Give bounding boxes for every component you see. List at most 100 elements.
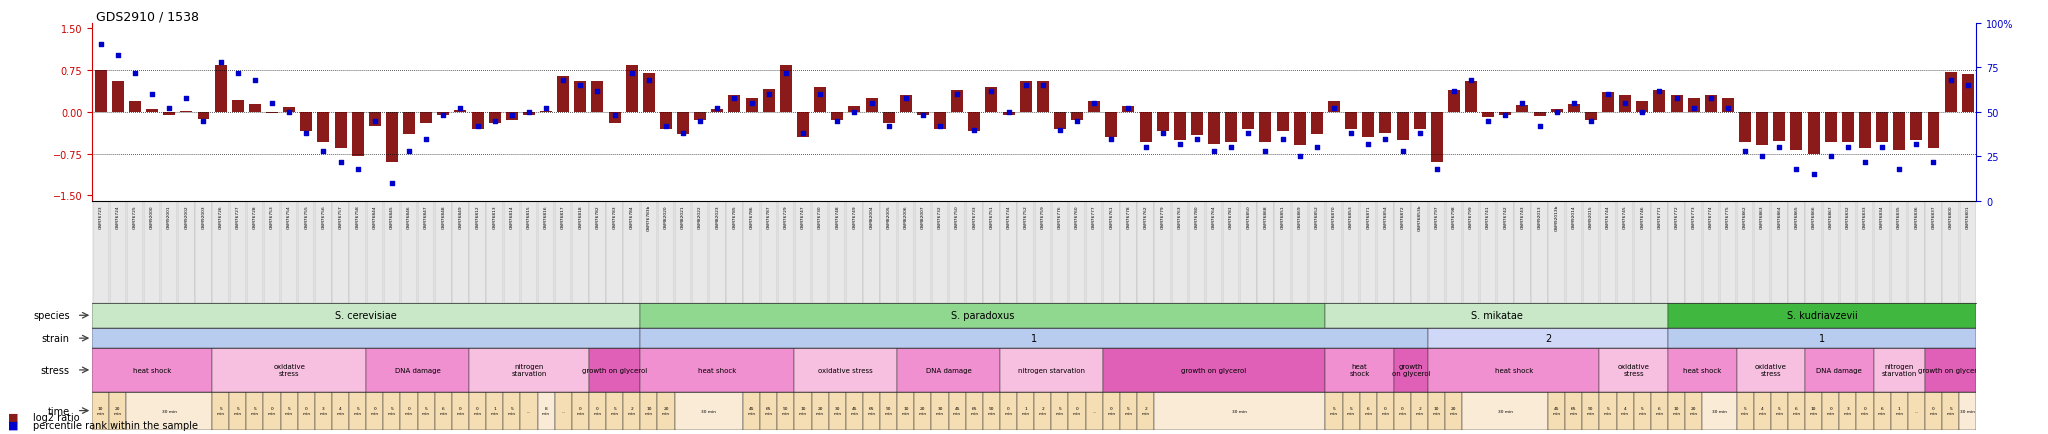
Bar — [883, 113, 895, 124]
Point — [444, 105, 477, 112]
Text: GSM76764: GSM76764 — [1212, 204, 1217, 228]
Point — [170, 95, 203, 102]
FancyBboxPatch shape — [178, 201, 195, 303]
Point — [1556, 100, 1589, 107]
Bar — [1925, 349, 1976, 391]
Bar — [1327, 102, 1339, 113]
Bar — [197, 113, 209, 119]
FancyBboxPatch shape — [676, 201, 692, 303]
Point — [1933, 77, 1966, 84]
Text: GSM76781: GSM76781 — [1229, 204, 1233, 228]
Point — [803, 92, 836, 99]
Text: GSM76771: GSM76771 — [1657, 204, 1661, 228]
Bar — [1667, 303, 1976, 328]
Bar — [780, 66, 793, 113]
Bar — [897, 349, 999, 391]
Text: heat shock: heat shock — [133, 367, 172, 373]
Bar — [1583, 391, 1599, 430]
Text: GSM76783: GSM76783 — [612, 204, 616, 228]
Bar — [627, 66, 637, 113]
Text: 6
min: 6 min — [438, 406, 446, 415]
FancyBboxPatch shape — [1823, 201, 1839, 303]
Point — [1610, 100, 1642, 107]
Text: GSM76815: GSM76815 — [526, 204, 530, 228]
Text: GSM76778: GSM76778 — [1126, 204, 1130, 228]
Text: GSM76835: GSM76835 — [1896, 204, 1901, 228]
Text: GSM76774: GSM76774 — [1708, 204, 1712, 228]
Text: heat shock: heat shock — [1683, 367, 1722, 373]
FancyBboxPatch shape — [1155, 201, 1171, 303]
Text: ■: ■ — [8, 412, 18, 422]
Text: ...: ... — [561, 409, 565, 413]
Bar — [641, 391, 657, 430]
FancyBboxPatch shape — [246, 201, 262, 303]
Text: heat shock: heat shock — [1495, 367, 1534, 373]
Bar — [897, 391, 913, 430]
Text: DNA damage: DNA damage — [395, 367, 440, 373]
Point — [1077, 100, 1110, 107]
Bar — [369, 113, 381, 126]
Point — [582, 88, 614, 95]
Point — [496, 113, 528, 120]
Point — [1300, 145, 1333, 151]
Point — [1044, 127, 1077, 134]
Text: 0
min: 0 min — [1827, 406, 1835, 415]
Text: 5
min: 5 min — [285, 406, 293, 415]
Text: GSM76747: GSM76747 — [801, 204, 805, 228]
Text: GSM76854: GSM76854 — [1382, 204, 1386, 228]
Bar — [881, 391, 897, 430]
Text: GSM76863: GSM76863 — [1759, 204, 1763, 228]
Point — [1626, 109, 1659, 116]
Text: GSM76741: GSM76741 — [1487, 204, 1491, 228]
FancyBboxPatch shape — [1137, 201, 1153, 303]
Point — [940, 92, 973, 99]
FancyBboxPatch shape — [1651, 201, 1667, 303]
FancyBboxPatch shape — [162, 201, 178, 303]
Text: nitrogen
starvation: nitrogen starvation — [1882, 364, 1917, 377]
Bar — [385, 113, 397, 163]
Bar — [1927, 113, 1939, 149]
FancyBboxPatch shape — [1376, 201, 1393, 303]
Point — [1917, 159, 1950, 166]
Text: 5
min: 5 min — [1741, 406, 1749, 415]
Text: GSM82005: GSM82005 — [887, 204, 891, 228]
Text: GSM76732: GSM76732 — [938, 204, 942, 228]
FancyBboxPatch shape — [143, 201, 160, 303]
Bar — [315, 391, 332, 430]
Bar — [92, 303, 641, 328]
Bar — [1516, 106, 1528, 113]
Bar — [1325, 391, 1343, 430]
FancyBboxPatch shape — [571, 201, 588, 303]
Text: GSM76870: GSM76870 — [1331, 204, 1335, 228]
Text: GSM92000: GSM92000 — [150, 204, 154, 228]
Bar — [1841, 113, 1853, 143]
Text: GSM92013: GSM92013 — [1538, 204, 1542, 228]
FancyBboxPatch shape — [367, 201, 383, 303]
Text: GSM76776: GSM76776 — [1059, 204, 1063, 228]
Point — [256, 100, 289, 107]
Bar — [1653, 90, 1665, 113]
Text: 5
min: 5 min — [1057, 406, 1065, 415]
Text: 2
min: 2 min — [1415, 406, 1423, 415]
Text: 30 min: 30 min — [1497, 409, 1513, 413]
FancyBboxPatch shape — [111, 201, 127, 303]
Text: GSM76785: GSM76785 — [733, 204, 737, 228]
Text: GSM76866: GSM76866 — [1812, 204, 1817, 228]
Bar — [1548, 391, 1565, 430]
Text: GSM82023: GSM82023 — [715, 204, 719, 228]
Text: 90
min: 90 min — [987, 406, 995, 415]
Bar — [948, 391, 967, 430]
Bar — [1087, 102, 1100, 113]
Bar — [711, 110, 723, 113]
Bar — [641, 328, 1427, 349]
Text: GSM76848: GSM76848 — [440, 204, 444, 228]
Text: 30 min: 30 min — [1960, 409, 1974, 413]
Bar — [520, 391, 537, 430]
Text: GSM76862: GSM76862 — [1743, 204, 1747, 228]
FancyBboxPatch shape — [1120, 201, 1137, 303]
Text: GSM76871: GSM76871 — [1366, 204, 1370, 228]
Bar — [1946, 72, 1956, 113]
Text: 10
min: 10 min — [645, 406, 653, 415]
Point — [1952, 82, 1985, 89]
Text: 1
min: 1 min — [1022, 406, 1030, 415]
